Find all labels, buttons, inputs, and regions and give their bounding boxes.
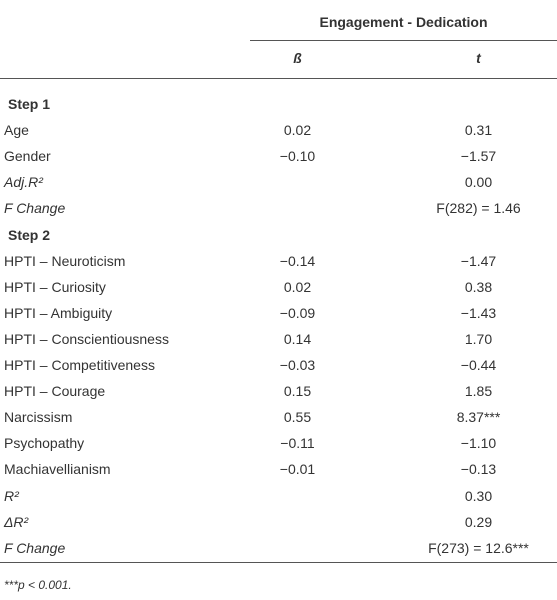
column-header: ß — [293, 50, 302, 66]
row-label: ΔR² — [4, 513, 29, 530]
section-label: Step 2 — [8, 226, 51, 243]
beta-value: 0.15 — [283, 383, 312, 400]
beta-value: 0.14 — [283, 330, 312, 347]
rule — [250, 40, 557, 41]
beta-value: 0.02 — [283, 278, 312, 295]
row-label: HPTI – Conscientiousness — [4, 330, 169, 347]
row-label: F Change — [4, 539, 66, 556]
row-label: HPTI – Ambiguity — [4, 304, 113, 321]
row-label: HPTI – Curiosity — [4, 278, 106, 295]
row-label: Machiavellianism — [4, 461, 111, 478]
beta-value: −0.09 — [279, 304, 316, 321]
row-label: Age — [4, 122, 29, 139]
row-label: Adj.R² — [4, 174, 43, 191]
beta-value: −0.03 — [279, 357, 316, 373]
row-label: HPTI – Neuroticism — [4, 252, 126, 269]
row-label: R² — [4, 487, 19, 504]
t-value: 0.38 — [464, 278, 493, 295]
row-label: Narcissism — [4, 409, 73, 426]
t-value: −1.57 — [460, 148, 497, 165]
t-value: −1.10 — [460, 435, 497, 452]
t-value: −0.13 — [460, 461, 497, 478]
t-value: F(282) = 1.46 — [436, 200, 521, 217]
t-value: −0.44 — [460, 357, 497, 373]
t-value: −1.47 — [460, 252, 497, 269]
rule — [0, 78, 557, 79]
rule — [0, 562, 557, 563]
t-value: 0.00 — [464, 174, 493, 191]
row-label: HPTI – Competitiveness — [4, 357, 155, 373]
beta-value: −0.10 — [279, 148, 316, 165]
group-title: Engagement - Dedication — [319, 14, 488, 30]
section-label: Step 1 — [8, 96, 51, 112]
t-value: F(273) = 12.6*** — [428, 539, 529, 556]
t-value: 1.85 — [464, 383, 493, 400]
row-label: F Change — [4, 200, 66, 217]
t-value: 0.30 — [464, 487, 493, 504]
beta-value: −0.11 — [280, 435, 315, 452]
beta-value: 0.55 — [283, 409, 312, 426]
t-value: −1.43 — [460, 304, 497, 321]
row-label: Psychopathy — [4, 435, 85, 452]
row-label: HPTI – Courage — [4, 383, 106, 400]
t-value: 0.29 — [464, 513, 493, 530]
t-value: 0.31 — [464, 122, 493, 139]
row-label: Gender — [4, 148, 51, 165]
footnote: ***p < 0.001. — [4, 578, 72, 592]
beta-value: −0.01 — [279, 461, 316, 478]
beta-value: −0.14 — [279, 252, 316, 269]
t-value: 1.70 — [464, 330, 493, 347]
column-header: t — [476, 50, 481, 66]
t-value: 8.37*** — [456, 409, 501, 426]
beta-value: 0.02 — [283, 122, 312, 139]
